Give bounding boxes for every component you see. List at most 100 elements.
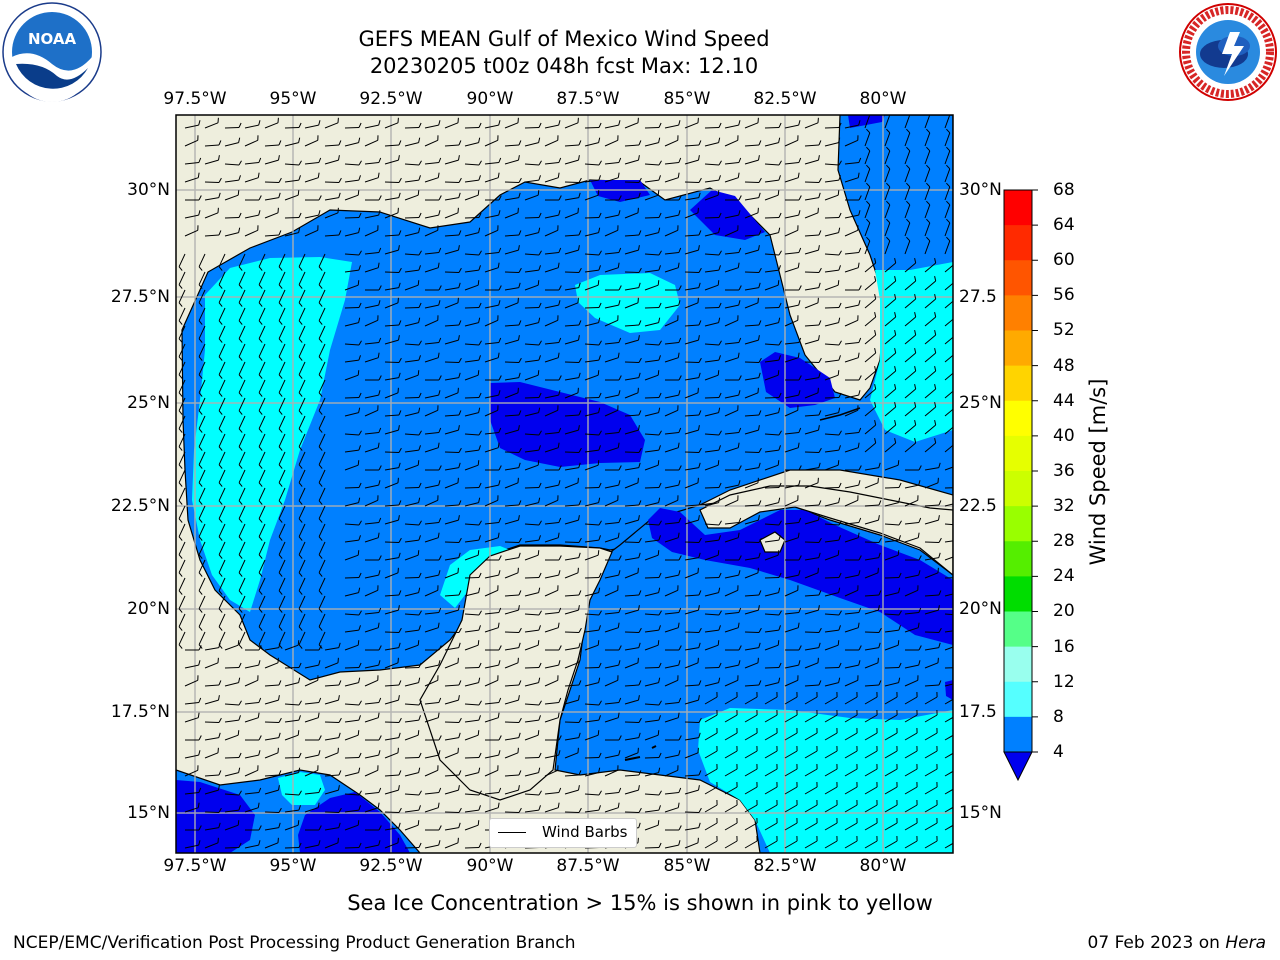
wind-barb-flag	[858, 157, 862, 163]
wind-barb-flag	[738, 247, 742, 253]
wind-barb-flag	[498, 390, 501, 396]
wind-barb	[804, 804, 818, 813]
wind-barb	[238, 613, 246, 627]
wind-barb-flag	[657, 280, 660, 286]
wind-barb-flag	[898, 497, 901, 503]
wind-barb-flag	[378, 480, 381, 486]
wind-barb-flag	[198, 572, 203, 577]
wind-barb	[564, 451, 580, 453]
wind-barb	[684, 361, 700, 363]
wind-barb	[904, 612, 919, 615]
wind-barb-flag	[598, 317, 601, 323]
wind-barb	[704, 253, 720, 256]
wind-barb	[804, 212, 819, 219]
wind-barb-flag	[218, 392, 223, 397]
wind-barb	[324, 737, 339, 741]
wind-barb	[624, 811, 640, 813]
wind-barb	[664, 177, 679, 183]
wind-barb-flag	[478, 122, 482, 128]
wind-barb	[904, 627, 919, 633]
wind-barb	[318, 379, 326, 393]
wind-barb-flag	[218, 785, 220, 791]
wind-barb	[464, 703, 480, 706]
wind-barb	[544, 574, 559, 579]
wind-barb	[564, 414, 580, 417]
wind-barb	[444, 752, 459, 759]
wind-barb-flag	[718, 212, 722, 218]
wind-barb	[584, 433, 600, 436]
wind-barb	[284, 847, 300, 849]
wind-barb	[318, 613, 326, 627]
wind-barb	[684, 557, 699, 561]
wind-barb-flag	[658, 355, 661, 361]
wind-barb	[504, 429, 519, 435]
wind-barb	[238, 595, 246, 609]
wind-barb	[804, 429, 819, 435]
wind-barb-flag	[458, 500, 462, 506]
wind-barb	[864, 504, 880, 507]
wind-barb	[804, 361, 820, 363]
wind-barb	[844, 162, 859, 165]
wind-barb	[464, 667, 480, 669]
wind-barb	[464, 793, 480, 796]
wind-barb	[278, 379, 286, 393]
wind-barb-flag	[458, 245, 460, 251]
wind-barb	[244, 139, 259, 147]
wind-barb	[784, 696, 798, 705]
wind-barb-flag	[358, 160, 362, 166]
wind-barb-flag	[498, 735, 502, 741]
wind-barb	[824, 629, 839, 633]
wind-barb	[604, 627, 619, 633]
wind-barb	[744, 631, 760, 633]
wind-barb	[424, 229, 439, 237]
wind-barb	[724, 696, 738, 705]
wind-barb	[584, 343, 600, 346]
wind-barb	[584, 667, 600, 669]
colorbar	[1003, 189, 1038, 782]
wind-barb	[178, 577, 186, 591]
wind-barb	[524, 613, 540, 616]
wind-barb	[364, 769, 379, 777]
wind-barb	[904, 589, 919, 597]
wind-barb	[244, 679, 259, 687]
wind-barb	[604, 589, 619, 597]
wind-barb-flag	[338, 770, 342, 776]
wind-barb-flag	[878, 500, 882, 506]
wind-barb	[504, 662, 519, 669]
wind-barb	[684, 324, 700, 327]
wind-barb-flag	[758, 552, 761, 558]
wind-barb-flag	[378, 300, 381, 306]
wind-barb	[764, 163, 780, 166]
wind-barb-flag	[377, 262, 380, 268]
wind-barb	[824, 554, 839, 561]
wind-barb	[484, 252, 499, 255]
wind-barb	[744, 750, 758, 759]
wind-barb	[258, 541, 266, 555]
wind-barb-flag	[418, 805, 421, 811]
wind-barb	[644, 502, 659, 507]
wind-barb-flag	[678, 375, 682, 381]
wind-barb	[344, 554, 359, 561]
wind-barb	[824, 232, 839, 237]
wind-barb	[424, 664, 439, 669]
wind-barb	[864, 424, 877, 435]
wind-barb	[924, 442, 937, 453]
wind-barb	[804, 302, 819, 309]
wind-barb-flag	[678, 157, 682, 163]
wind-barb	[604, 229, 619, 237]
wind-barb-flag	[358, 700, 362, 706]
wind-barb-flag	[777, 460, 780, 466]
wind-barb	[278, 595, 286, 609]
wind-barb-flag	[538, 677, 541, 683]
wind-barb	[724, 342, 739, 345]
wind-barb-flag	[418, 767, 421, 773]
wind-barb	[424, 589, 439, 597]
wind-barb	[884, 804, 898, 813]
wind-barb	[704, 554, 719, 561]
wind-barb-flag	[258, 210, 261, 216]
wind-barb	[404, 824, 419, 831]
wind-barb-flag	[638, 732, 641, 738]
wind-barb	[324, 159, 339, 165]
wind-barb-flag	[698, 732, 701, 738]
wind-barb-flag	[438, 645, 442, 651]
